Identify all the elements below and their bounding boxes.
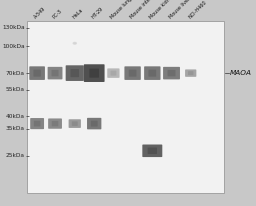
FancyBboxPatch shape — [91, 121, 98, 126]
FancyBboxPatch shape — [142, 145, 162, 157]
Text: 25kDa: 25kDa — [6, 153, 25, 158]
Ellipse shape — [73, 42, 76, 44]
Text: Mouse liver: Mouse liver — [168, 0, 191, 20]
FancyBboxPatch shape — [29, 66, 45, 80]
FancyBboxPatch shape — [87, 118, 101, 129]
FancyBboxPatch shape — [30, 118, 44, 129]
FancyBboxPatch shape — [129, 70, 136, 77]
FancyBboxPatch shape — [107, 68, 120, 78]
FancyBboxPatch shape — [89, 69, 99, 78]
FancyBboxPatch shape — [163, 67, 180, 80]
Text: 55kDa: 55kDa — [6, 87, 25, 92]
Text: MAOA: MAOA — [230, 70, 252, 76]
Text: 70kDa: 70kDa — [6, 71, 25, 76]
FancyBboxPatch shape — [84, 64, 105, 82]
FancyBboxPatch shape — [185, 69, 196, 77]
FancyBboxPatch shape — [148, 147, 157, 154]
FancyBboxPatch shape — [168, 70, 176, 76]
FancyBboxPatch shape — [144, 66, 161, 80]
Text: Mouse kidney: Mouse kidney — [149, 0, 176, 20]
FancyBboxPatch shape — [72, 121, 78, 126]
FancyBboxPatch shape — [148, 70, 156, 77]
FancyBboxPatch shape — [69, 119, 81, 128]
Text: 35kDa: 35kDa — [6, 126, 25, 131]
FancyBboxPatch shape — [124, 66, 141, 80]
Text: Mouse intestine: Mouse intestine — [129, 0, 160, 20]
FancyBboxPatch shape — [111, 71, 116, 76]
Text: 40kDa: 40kDa — [6, 114, 25, 119]
Text: A-549: A-549 — [34, 6, 47, 20]
Text: NCI-H460: NCI-H460 — [187, 0, 207, 20]
Text: Mouse lung: Mouse lung — [110, 0, 133, 20]
FancyBboxPatch shape — [51, 70, 59, 76]
Text: 130kDa: 130kDa — [2, 25, 25, 30]
FancyBboxPatch shape — [34, 70, 41, 77]
FancyBboxPatch shape — [48, 118, 62, 129]
FancyBboxPatch shape — [70, 69, 79, 77]
Text: HT-29: HT-29 — [91, 6, 104, 20]
Text: PC-3: PC-3 — [51, 8, 63, 20]
Text: HeLa: HeLa — [71, 7, 84, 20]
FancyBboxPatch shape — [27, 21, 224, 193]
FancyBboxPatch shape — [34, 121, 40, 126]
FancyBboxPatch shape — [66, 65, 84, 81]
FancyBboxPatch shape — [48, 67, 62, 80]
FancyBboxPatch shape — [52, 121, 58, 126]
Text: 100kDa: 100kDa — [2, 44, 25, 49]
FancyBboxPatch shape — [188, 71, 194, 75]
